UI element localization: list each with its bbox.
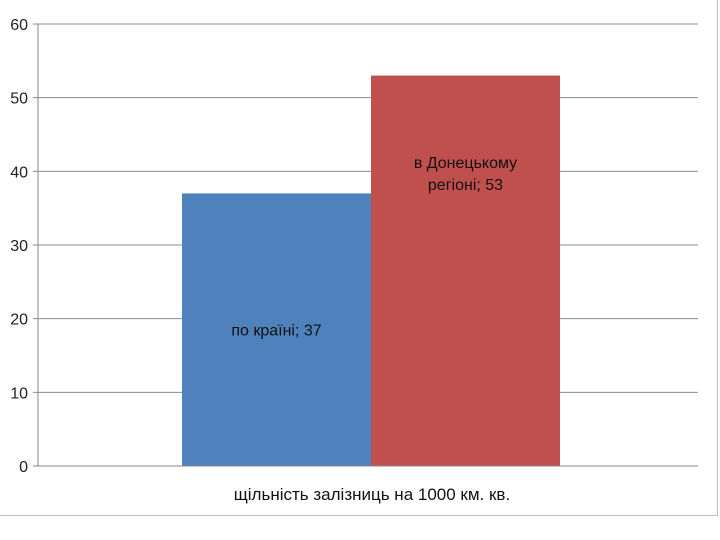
- bars: [182, 75, 560, 467]
- bar-1: [371, 75, 560, 467]
- y-tick-label: 60: [10, 17, 28, 34]
- bar-data-label: регіоні; 53: [428, 177, 503, 194]
- chart-frame: [0, 0, 718, 516]
- y-tick-label: 50: [10, 91, 28, 108]
- y-tick-label: 0: [19, 459, 28, 476]
- bar-0: [182, 193, 371, 466]
- y-tick-label: 30: [10, 238, 28, 255]
- bar-data-label: в Донецькому: [414, 155, 517, 172]
- bar-data-label: по країні; 37: [231, 323, 321, 340]
- y-axis-ticks: 0 10 20 30 40 50 60: [10, 17, 38, 476]
- y-tick-label: 40: [10, 164, 28, 181]
- y-tick-label: 10: [10, 385, 28, 402]
- x-axis-label: щільність залізниць на 1000 км. кв.: [234, 485, 510, 504]
- y-tick-label: 20: [10, 312, 28, 329]
- bar-labels: по країні; 37 в Донецькому регіоні; 53: [231, 155, 517, 340]
